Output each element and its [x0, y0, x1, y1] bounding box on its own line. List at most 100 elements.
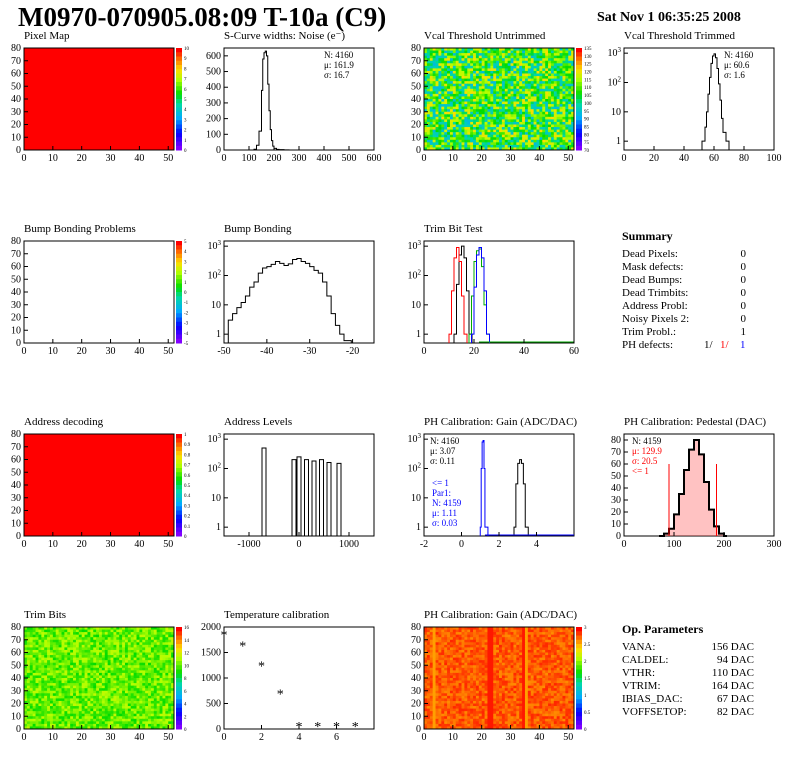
- heatmap-cell: [55, 721, 60, 725]
- heatmap-cell: [447, 629, 451, 633]
- heatmap-cell: [133, 708, 137, 712]
- heatmap-cell: [107, 675, 111, 679]
- heatmap-cell: [562, 137, 566, 141]
- heatmap-cell: [562, 50, 566, 54]
- heatmap-cell: [530, 627, 535, 630]
- y-tick-label: 30: [411, 107, 421, 118]
- heatmap-cell: [49, 632, 54, 636]
- heatmap-cell: [81, 723, 85, 727]
- heatmap-cell: [501, 132, 506, 136]
- heatmap-cell: [519, 637, 523, 641]
- heatmap-cell: [64, 657, 68, 661]
- heatmap-cell: [150, 693, 155, 697]
- heatmap-cell: [162, 703, 166, 707]
- heatmap-cell: [104, 700, 109, 704]
- y-tick-label: 102: [408, 462, 422, 475]
- heatmap-cell: [58, 723, 62, 727]
- heatmap-cell: [101, 675, 106, 679]
- heatmap-cell: [507, 111, 511, 115]
- heatmap-cell: [522, 70, 526, 74]
- heatmap-cell: [556, 144, 560, 148]
- heatmap-cell: [101, 688, 106, 692]
- data-point: *: [239, 639, 246, 654]
- heatmap-cell: [568, 55, 572, 59]
- heatmap-cell: [510, 627, 514, 630]
- heatmap-cell: [539, 114, 543, 118]
- heatmap-cell: [556, 629, 560, 633]
- x-tick-label: 10: [448, 153, 458, 164]
- heatmap-cell: [162, 680, 166, 684]
- heatmap-cell: [44, 716, 48, 720]
- heatmap-cell: [467, 68, 471, 72]
- heatmap-cell: [568, 137, 572, 141]
- heatmap-cell: [484, 627, 488, 630]
- heatmap-cell: [55, 726, 60, 730]
- heatmap-cell: [539, 124, 543, 128]
- heatmap-cell: [487, 134, 491, 138]
- heatmap-cell: [139, 660, 143, 664]
- heatmap-cell: [568, 129, 572, 133]
- heatmap-cell: [168, 672, 172, 676]
- heatmap-cell: [432, 124, 436, 128]
- heatmap-cell: [432, 50, 436, 54]
- heatmap-cell: [90, 667, 94, 671]
- heatmap-cell: [38, 637, 42, 641]
- heatmap-cell: [24, 649, 28, 653]
- heatmap-cell: [29, 683, 34, 687]
- heatmap-cell: [501, 109, 506, 113]
- heatmap-cell: [429, 63, 434, 67]
- heatmap-cell: [99, 655, 103, 658]
- heatmap-cell: [522, 637, 526, 641]
- heatmap-cell: [41, 683, 45, 687]
- heatmap-cell: [475, 76, 480, 79]
- heatmap-cell: [556, 60, 560, 64]
- heatmap-cell: [499, 83, 503, 87]
- heatmap-cell: [70, 693, 74, 697]
- z-scale-label: 4: [184, 703, 187, 708]
- heatmap-cell: [533, 76, 537, 79]
- heatmap-cell: [487, 111, 491, 115]
- heatmap-cell: [116, 647, 120, 651]
- heatmap-cell: [449, 127, 454, 130]
- heatmap-cell: [524, 632, 529, 636]
- heatmap-cell: [426, 144, 431, 148]
- heatmap-cell: [455, 124, 460, 128]
- heatmap-cell: [475, 86, 480, 90]
- heatmap-cell: [441, 637, 445, 641]
- heatmap-cell: [139, 629, 143, 633]
- heatmap-cell: [548, 127, 552, 130]
- heatmap-cell: [481, 137, 485, 141]
- heatmap-cell: [159, 718, 163, 722]
- heatmap-cell: [104, 652, 109, 656]
- heatmap-cell: [90, 718, 94, 722]
- heatmap-cell: [429, 637, 434, 641]
- heatmap-cell: [487, 99, 491, 102]
- heatmap-cell: [116, 706, 120, 709]
- heatmap-cell: [148, 698, 152, 702]
- heatmap-cell: [490, 76, 494, 79]
- heatmap-cell: [38, 660, 42, 664]
- heatmap-cell: [461, 81, 465, 85]
- heatmap-cell: [96, 703, 100, 707]
- heatmap-cell: [493, 632, 497, 636]
- heatmap-cell: [424, 116, 428, 120]
- heatmap-cell: [435, 88, 439, 92]
- heatmap-cell: [70, 721, 74, 725]
- heatmap-cell: [499, 96, 503, 100]
- heatmap-cell: [35, 678, 39, 681]
- bump-problems-title: Bump Bonding Problems: [24, 223, 136, 235]
- heatmap-cell: [150, 627, 155, 630]
- heatmap-cell: [490, 114, 494, 118]
- heatmap-cell: [510, 99, 514, 102]
- heatmap-cell: [562, 634, 566, 638]
- heatmap-cell: [438, 111, 442, 115]
- heatmap-cell: [429, 58, 434, 62]
- heatmap-cell: [165, 662, 169, 666]
- heatmap-cell: [530, 119, 535, 123]
- heatmap-cell: [464, 101, 468, 105]
- heatmap-cell: [470, 88, 474, 92]
- x-tick-label: -40: [260, 346, 273, 357]
- heatmap-cell: [449, 116, 454, 120]
- heatmap-cell: [159, 649, 163, 653]
